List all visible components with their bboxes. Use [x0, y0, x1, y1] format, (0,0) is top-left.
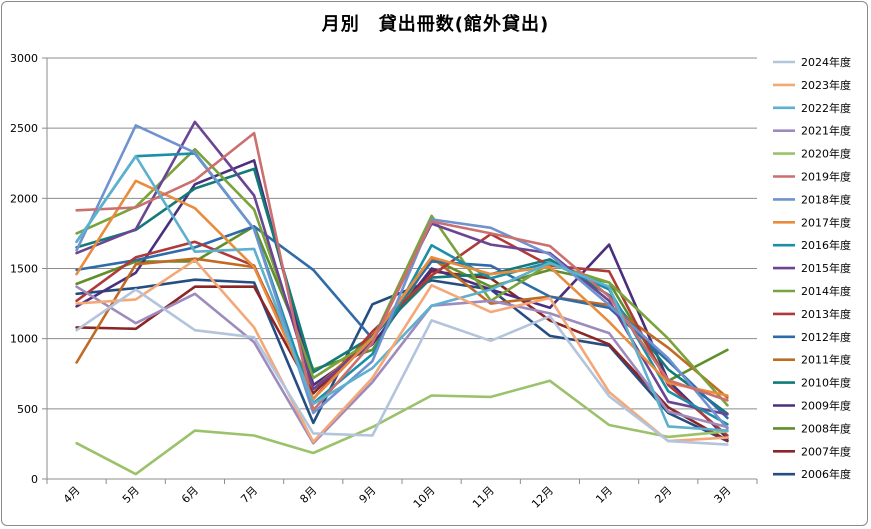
x-tick-label: 10月 [411, 484, 438, 511]
series-line-2020年度 [75, 379, 729, 476]
x-tick-label: 11月 [470, 484, 497, 511]
y-tick-label: 0 [31, 473, 38, 486]
x-tick-label: 5月 [120, 484, 142, 506]
legend-label: 2020年度 [801, 147, 851, 161]
x-tick-label: 1月 [593, 484, 615, 506]
legend-label: 2024年度 [801, 55, 851, 69]
legend-label: 2019年度 [801, 170, 851, 184]
y-tick-label: 3000 [10, 52, 38, 65]
series-lines [75, 120, 729, 476]
x-tick-label: 7月 [238, 484, 260, 506]
legend-label: 2007年度 [801, 444, 851, 458]
legend-label: 2011年度 [801, 353, 851, 367]
legend-label: 2010年度 [801, 376, 851, 390]
legend-label: 2009年度 [801, 399, 851, 413]
legend-label: 2018年度 [801, 192, 851, 206]
x-tick-label: 12月 [529, 484, 556, 511]
legend-label: 2013年度 [801, 307, 851, 321]
series-line-2024年度 [75, 288, 729, 446]
y-tick-label: 2500 [10, 122, 38, 135]
legend-label: 2006年度 [801, 467, 851, 481]
x-tick-label: 6月 [179, 484, 201, 506]
series-line-2017年度 [75, 179, 729, 401]
legend-label: 2023年度 [801, 78, 851, 92]
x-tick-label: 3月 [712, 484, 734, 506]
series-line-2022年度 [75, 154, 729, 432]
y-tick-label: 1500 [10, 263, 38, 276]
chart-title: 月別 貸出冊数(館外貸出) [321, 14, 550, 35]
x-tick-label: 8月 [297, 484, 319, 506]
series-line-2021年度 [75, 285, 729, 445]
y-tick-label: 2000 [10, 192, 38, 205]
x-tick-label: 9月 [357, 484, 379, 506]
legend-label: 2012年度 [801, 330, 851, 344]
legend-label: 2015年度 [801, 261, 851, 275]
legend-label: 2021年度 [801, 124, 851, 138]
legend-label: 2022年度 [801, 101, 851, 115]
legend-label: 2017年度 [801, 215, 851, 229]
x-tick-label: 4月 [61, 484, 83, 506]
series-line-2023年度 [75, 258, 729, 444]
gridlines [47, 57, 757, 480]
legend-label: 2014年度 [801, 284, 851, 298]
series-line-2018年度 [75, 124, 729, 430]
legend-label: 2008年度 [801, 421, 851, 435]
legend-label: 2016年度 [801, 238, 851, 252]
x-tick-label: 2月 [652, 484, 674, 506]
y-tick-label: 1000 [10, 333, 38, 346]
legend: 2024年度 2023年度 2022年度 2021年度 2020年度 2019年度 2018… [773, 55, 851, 481]
y-tick-label: 500 [17, 403, 38, 416]
series-line-2014年度 [75, 147, 729, 407]
